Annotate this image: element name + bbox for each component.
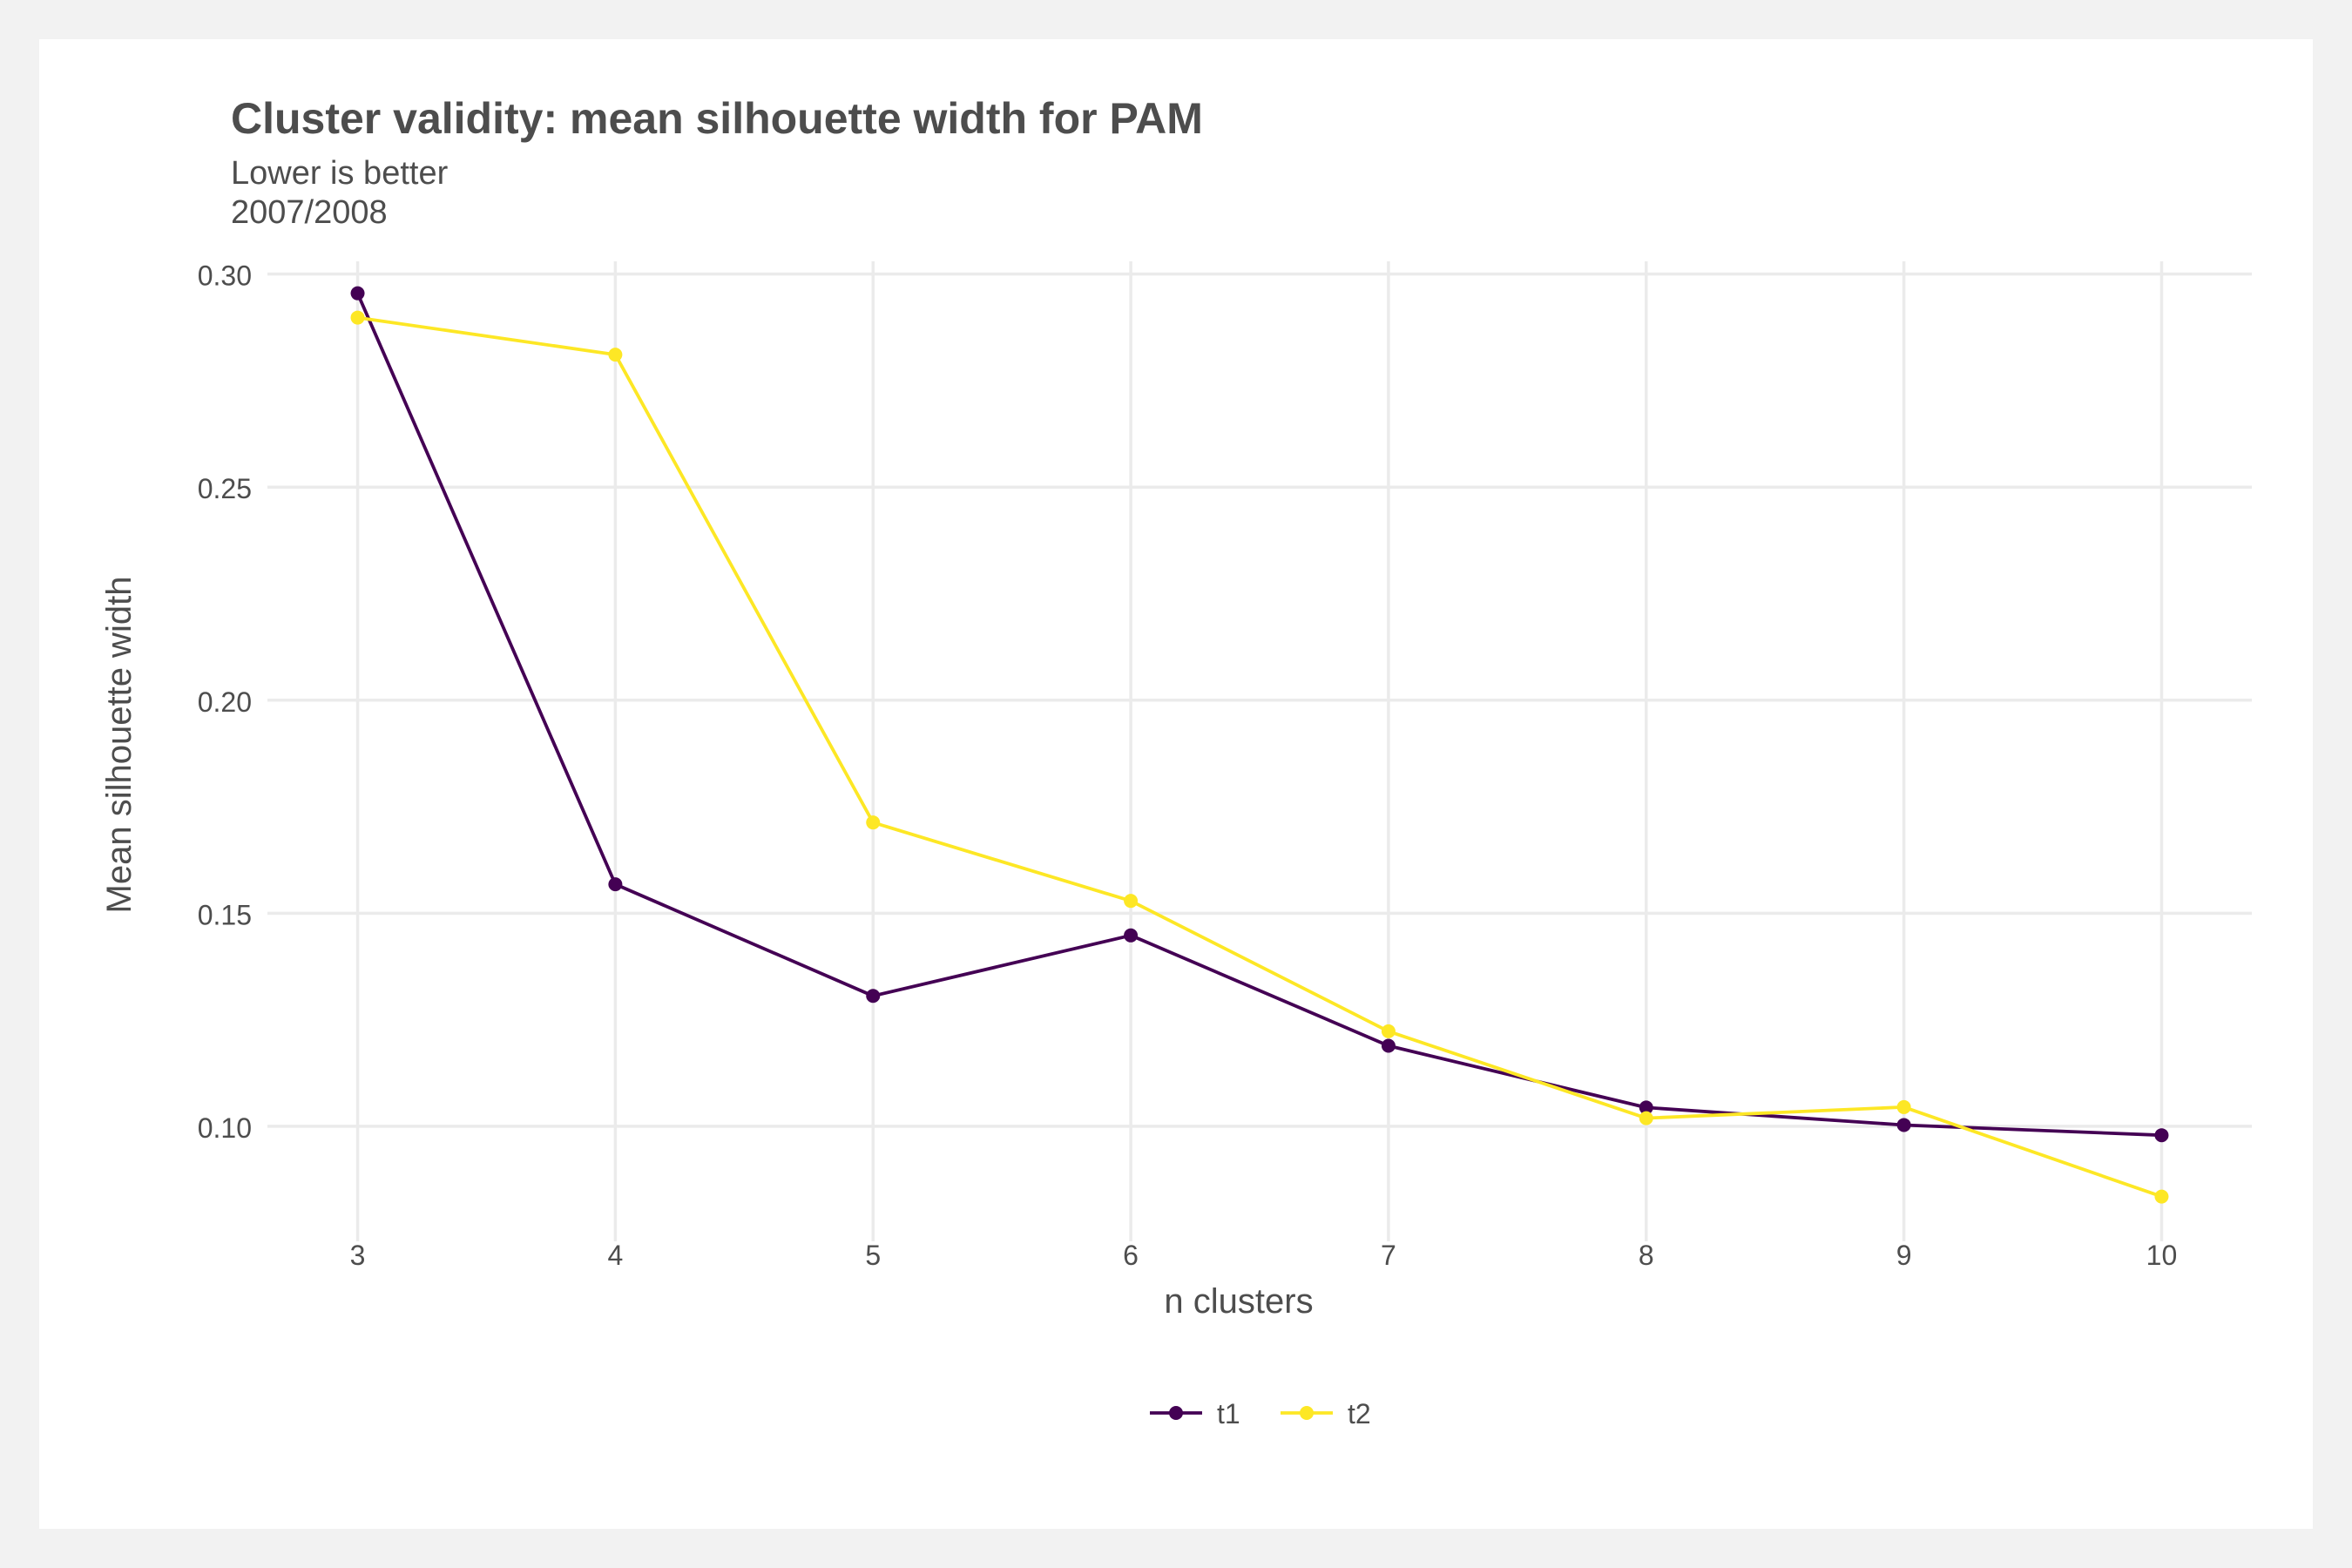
data-point-t1 <box>1124 928 1139 943</box>
y-tick-label: 0.25 <box>198 473 252 504</box>
line-chart: Cluster validity: mean silhouette width … <box>100 94 2252 1429</box>
legend-label-t2: t2 <box>1348 1398 1371 1429</box>
data-point-t2 <box>1381 1024 1396 1038</box>
x-axis-title: n clusters <box>1164 1282 1313 1321</box>
x-tick-label: 9 <box>1896 1240 1912 1271</box>
x-tick-label: 4 <box>607 1240 623 1271</box>
chart-title: Cluster validity: mean silhouette width … <box>231 94 1203 143</box>
data-point-t1 <box>608 877 623 892</box>
chart-panel: Cluster validity: mean silhouette width … <box>39 39 2313 1529</box>
data-point-t2 <box>350 310 365 325</box>
data-point-t2 <box>608 348 623 362</box>
y-axis-ticks: 0.10 0.15 0.20 0.25 0.30 <box>198 260 252 1144</box>
y-tick-label: 0.30 <box>198 260 252 292</box>
data-point-t2 <box>2154 1189 2169 1204</box>
data-point-t1 <box>866 989 881 1004</box>
data-point-t1 <box>1896 1118 1911 1132</box>
legend-item-t2: t2 <box>1281 1398 1371 1429</box>
y-tick-label: 0.10 <box>198 1112 252 1144</box>
x-tick-label: 5 <box>865 1240 881 1271</box>
data-point-t2 <box>1124 894 1139 909</box>
data-point-t1 <box>2154 1128 2169 1143</box>
x-tick-label: 3 <box>350 1240 366 1271</box>
series-line-t2 <box>357 315 2163 1199</box>
series-t1 <box>350 286 2169 1143</box>
y-tick-label: 0.20 <box>198 686 252 718</box>
chart-subtitle-line-1: Lower is better <box>231 155 449 192</box>
legend-label-t1: t1 <box>1217 1398 1240 1429</box>
grid <box>267 261 2252 1241</box>
data-point-t2 <box>1639 1111 1653 1125</box>
y-tick-label: 0.15 <box>198 899 252 930</box>
data-point-t1 <box>350 286 365 301</box>
series <box>350 286 2169 1204</box>
series-t2 <box>350 310 2169 1204</box>
legend-key-point <box>1169 1406 1183 1420</box>
chart-subtitle-line-2: 2007/2008 <box>231 194 388 231</box>
x-tick-label: 7 <box>1381 1240 1396 1271</box>
legend: t1 t2 <box>1150 1398 1371 1429</box>
data-point-t2 <box>1896 1099 1911 1114</box>
data-point-t1 <box>1381 1038 1396 1053</box>
x-axis-ticks: 3 4 5 6 7 8 9 10 <box>350 1240 2178 1271</box>
legend-key-point <box>1300 1406 1314 1420</box>
data-point-t2 <box>866 815 881 830</box>
x-tick-label: 8 <box>1639 1240 1654 1271</box>
series-line-t1 <box>355 292 2162 1138</box>
legend-item-t1: t1 <box>1150 1398 1240 1429</box>
y-axis-title: Mean silhouette width <box>100 577 139 914</box>
data-point-t1 <box>1639 1100 1653 1115</box>
x-tick-label: 6 <box>1123 1240 1139 1271</box>
x-tick-label: 10 <box>2146 1240 2178 1271</box>
